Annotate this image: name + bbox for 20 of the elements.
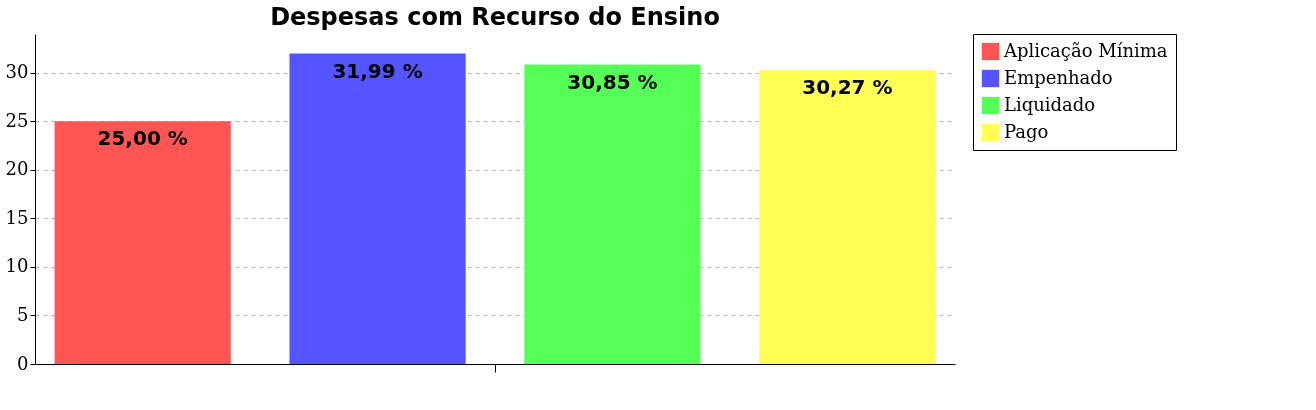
- y-tick-label: 0: [17, 352, 29, 374]
- bar: [759, 70, 936, 364]
- y-tick-label: 10: [5, 255, 29, 277]
- data-label: 30,85 %: [567, 69, 658, 94]
- bar: [524, 64, 701, 364]
- bar: [289, 53, 466, 364]
- chart-title: Despesas com Recurso do Ensino: [270, 2, 720, 31]
- y-tick-label: 30: [5, 61, 29, 83]
- legend-label: Liquidado: [1004, 93, 1096, 115]
- data-label: 25,00 %: [97, 126, 188, 151]
- legend-label: Aplicação Mínima: [1003, 39, 1168, 61]
- bar: [54, 121, 231, 364]
- legend-label: Pago: [1004, 120, 1049, 142]
- y-tick-label: 5: [17, 303, 29, 325]
- y-tick-label: 15: [5, 206, 29, 228]
- data-label: 31,99 %: [332, 58, 423, 83]
- legend-label: Empenhado: [1004, 66, 1113, 88]
- y-tick-label: 25: [5, 109, 29, 131]
- data-label: 30,27 %: [802, 75, 893, 100]
- y-tick-label: 20: [5, 158, 29, 180]
